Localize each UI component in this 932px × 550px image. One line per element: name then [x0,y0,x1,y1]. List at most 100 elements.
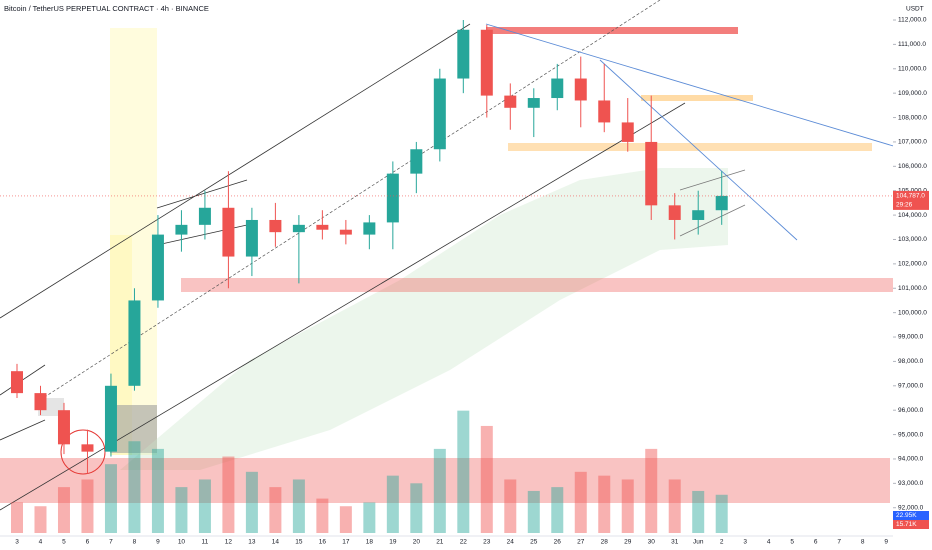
candle-body [410,149,423,174]
x-tick-label: 4 [767,539,771,546]
volume-bar [11,502,23,533]
price-axis [893,0,932,550]
x-tick-label: 5 [790,539,794,546]
volume-bar [386,475,399,533]
candle-body [363,222,376,235]
volume-bar [175,487,188,533]
x-tick-label: 3 [15,539,19,546]
x-tick-label: 19 [389,539,397,546]
last-volume-label: 15.71K [896,521,917,528]
volume-bar [104,464,117,533]
supply-zone [508,143,872,151]
last-volume-badge [893,520,929,529]
x-tick-label: 13 [248,539,256,546]
candle-body [57,410,70,445]
x-tick-label: 28 [601,539,609,546]
channel-line [0,23,471,319]
currency: USDT [906,6,924,13]
candle-body [151,234,164,301]
volume-bar [504,479,517,533]
y-tick-label: 106,000.0 [898,163,927,170]
y-tick-label: 107,000.0 [898,139,927,146]
y-tick-label: 95,000.0 [898,431,924,438]
y-tick-label: 99,000.0 [898,334,924,341]
volume-bar [339,506,352,533]
volume-bar [81,479,94,533]
trend-line [0,419,46,441]
y-tick-label: 96,000.0 [898,407,924,414]
x-tick-label: 8 [133,539,137,546]
highlight-circle [60,429,106,475]
down-trend-line [599,59,798,241]
volume-ma-label: 22.95K [896,512,917,519]
y-tick-label: 109,000.0 [898,90,927,97]
candle-body [621,122,634,142]
x-tick-label: 22 [460,539,468,546]
candle-body [245,219,258,257]
y-tick-label: 111,000.0 [898,41,926,48]
last-price-label: 104,787.0 [896,193,925,200]
range-box [110,405,157,453]
x-tick-label: 6 [86,539,90,546]
candle-body [527,98,540,108]
volume-bar [34,506,47,533]
candle-body [339,229,352,235]
x-tick-label: 9 [884,539,888,546]
candle-body [386,173,399,223]
y-tick-label: 104,000.0 [898,212,927,219]
volume-bar [692,490,705,533]
volume-bar [245,471,258,533]
volume-bar [480,425,493,533]
x-tick-label: 10 [178,539,186,546]
candle-body [175,224,188,235]
wedge-line [679,204,746,237]
x-tick-label: 30 [648,539,656,546]
x-tick-label: 5 [62,539,66,546]
candle-body [668,205,681,220]
support-zone [0,458,890,503]
candle-body [269,219,282,233]
x-tick-label: Jun [693,539,704,546]
volume-bar [363,502,376,533]
candle-body [645,141,658,206]
resistance-zone [486,27,738,34]
x-tick-label: 6 [814,539,818,546]
x-tick-label: 18 [366,539,374,546]
x-tick-label: 15 [295,539,303,546]
y-tick-label: 92,000.0 [898,504,924,511]
y-tick-label: 102,000.0 [898,261,927,268]
volume-bar [645,448,658,533]
candle-body [598,100,611,123]
volume-bar [292,479,305,533]
volume-bar [621,479,634,533]
channel-line [0,102,686,511]
supply-zone [641,95,753,101]
y-tick-label: 93,000.0 [898,480,924,487]
volume-bar [668,479,681,533]
candle-body [504,95,517,108]
volume-bar [433,448,446,533]
x-tick-label: 23 [483,539,491,546]
x-tick-label: 9 [156,539,160,546]
volume-bar [151,448,164,533]
y-tick-label: 101,000.0 [898,285,927,292]
volume-ma-badge [893,511,929,520]
volume-bar [457,410,470,533]
y-tick-label: 112,000.0 [898,17,927,24]
y-tick-label: 110,000.0 [898,65,927,72]
x-tick-label: 24 [507,539,515,546]
candle-body [11,371,23,394]
volume-bar [410,483,423,533]
x-tick-label: 12 [225,539,233,546]
volume-bar [598,475,611,533]
candle-body [292,224,305,233]
x-tick-label: 17 [342,539,350,546]
y-tick-label: 100,000.0 [898,309,927,316]
y-tick-label: 108,000.0 [898,114,927,121]
x-tick-label: 20 [413,539,421,546]
support-zone [181,278,900,292]
candle-body [198,207,211,225]
chart-title: Bitcoin / TetherUS PERPETUAL CONTRACT · … [4,4,209,13]
trend-line [156,179,248,209]
